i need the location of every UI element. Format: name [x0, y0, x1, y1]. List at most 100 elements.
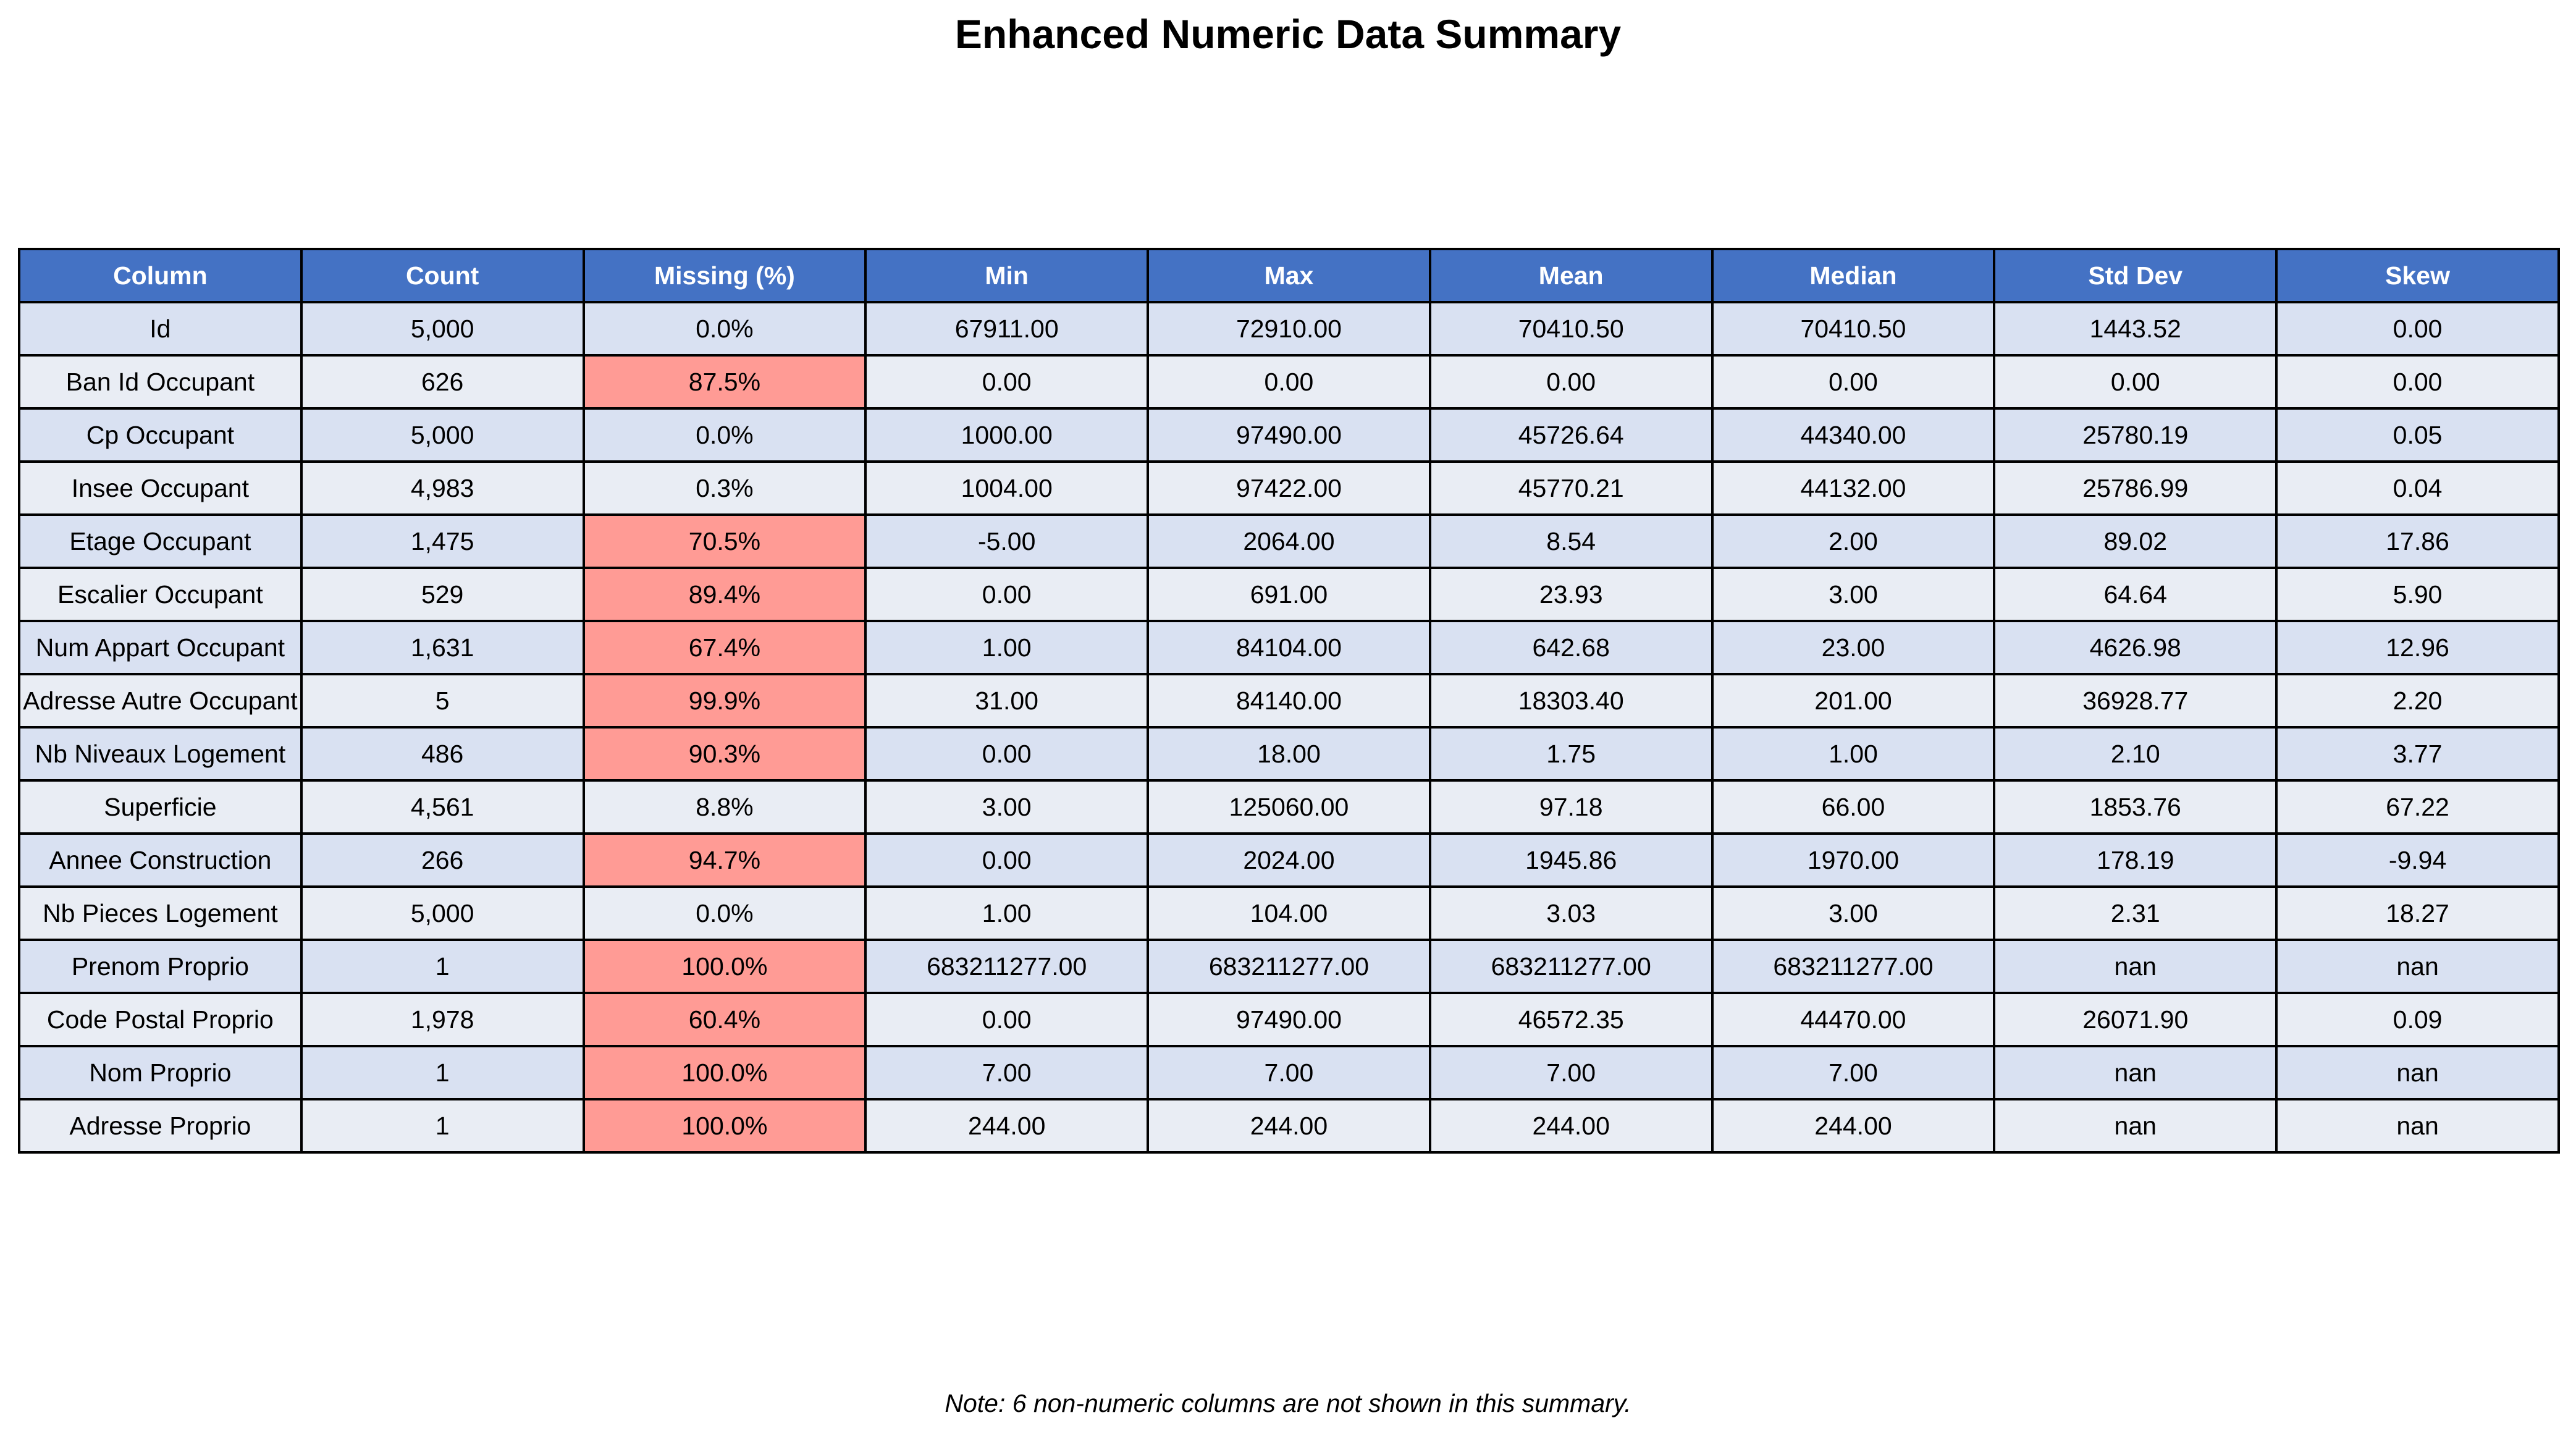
table-row: Annee Construction 266 94.7% 0.00 2024.00 194… [18, 832, 2560, 888]
column-header-median: Median [1711, 248, 1996, 303]
table-row: Prenom Proprio 1 100.0% 683211277.00 6832112… [18, 939, 2560, 994]
cell-missing: 100.0% [582, 939, 867, 994]
cell-mean: 7.00 [1428, 1045, 1714, 1100]
cell-skew: 0.00 [2275, 301, 2560, 357]
cell-min: 0.00 [864, 726, 1150, 782]
cell-min: 0.00 [864, 354, 1150, 410]
table-row: Cp Occupant 5,000 0.0% 1000.00 97490.00 45726… [18, 407, 2560, 463]
cell-median: 66.00 [1711, 779, 1996, 835]
cell-column: Nom Proprio [18, 1045, 303, 1100]
cell-std-dev: nan [1993, 939, 2278, 994]
cell-max: 7.00 [1147, 1045, 1431, 1100]
cell-median: 2.00 [1711, 513, 1996, 569]
summary-table: Column Count Missing (%) Min Max Mean Median St… [18, 248, 2560, 1154]
cell-std-dev: 89.02 [1993, 513, 2278, 569]
cell-max: 18.00 [1147, 726, 1431, 782]
cell-count: 5,000 [300, 301, 585, 357]
column-header-missing: Missing (%) [582, 248, 867, 303]
cell-min: 0.00 [864, 832, 1150, 888]
cell-min: 31.00 [864, 673, 1150, 729]
cell-missing: 89.4% [582, 567, 867, 622]
table-header-row: Column Count Missing (%) Min Max Mean Median St… [18, 248, 2560, 303]
table-row: Id 5,000 0.0% 67911.00 72910.00 70410.50 70410… [18, 301, 2560, 357]
cell-missing: 0.0% [582, 407, 867, 463]
cell-skew: 0.00 [2275, 354, 2560, 410]
cell-min: 0.00 [864, 567, 1150, 622]
cell-max: 0.00 [1147, 354, 1431, 410]
cell-count: 1 [300, 1098, 585, 1154]
cell-std-dev: nan [1993, 1045, 2278, 1100]
cell-missing: 0.0% [582, 301, 867, 357]
cell-mean: 0.00 [1428, 354, 1714, 410]
cell-mean: 97.18 [1428, 779, 1714, 835]
cell-max: 2024.00 [1147, 832, 1431, 888]
column-header-skew: Skew [2275, 248, 2560, 303]
cell-max: 244.00 [1147, 1098, 1431, 1154]
cell-max: 2064.00 [1147, 513, 1431, 569]
cell-count: 5 [300, 673, 585, 729]
table-row: Superficie 4,561 8.8% 3.00 125060.00 97.18 66.… [18, 779, 2560, 835]
cell-mean: 1.75 [1428, 726, 1714, 782]
chart-title: Enhanced Numeric Data Summary [954, 11, 1622, 57]
cell-column: Code Postal Proprio [18, 992, 303, 1047]
table-row: Escalier Occupant 529 89.4% 0.00 691.00 23.93… [18, 567, 2560, 622]
cell-missing: 8.8% [582, 779, 867, 835]
cell-std-dev: 1853.76 [1993, 779, 2278, 835]
cell-count: 5,000 [300, 885, 585, 941]
cell-skew: 3.77 [2275, 726, 2560, 782]
cell-count: 4,983 [300, 460, 585, 516]
cell-std-dev: nan [1993, 1098, 2278, 1154]
cell-std-dev: 2.10 [1993, 726, 2278, 782]
table-row: Adresse Autre Occupant 5 99.9% 31.00 84140.0… [18, 673, 2560, 729]
cell-median: 44470.00 [1711, 992, 1996, 1047]
cell-std-dev: 64.64 [1993, 567, 2278, 622]
cell-skew: 2.20 [2275, 673, 2560, 729]
cell-count: 266 [300, 832, 585, 888]
cell-column: Adresse Proprio [18, 1098, 303, 1154]
cell-column: Ban Id Occupant [18, 354, 303, 410]
cell-min: 1000.00 [864, 407, 1150, 463]
cell-mean: 70410.50 [1428, 301, 1714, 357]
table-row: Nom Proprio 1 100.0% 7.00 7.00 7.00 7.00 nan nan [18, 1045, 2560, 1100]
cell-min: -5.00 [864, 513, 1150, 569]
cell-mean: 642.68 [1428, 620, 1714, 675]
cell-count: 626 [300, 354, 585, 410]
cell-std-dev: 0.00 [1993, 354, 2278, 410]
cell-median: 7.00 [1711, 1045, 1996, 1100]
table-row: Nb Niveaux Logement 486 90.3% 0.00 18.00 1.75… [18, 726, 2560, 782]
cell-max: 84104.00 [1147, 620, 1431, 675]
cell-missing: 60.4% [582, 992, 867, 1047]
cell-skew: nan [2275, 1098, 2560, 1154]
cell-median: 3.00 [1711, 567, 1996, 622]
cell-max: 84140.00 [1147, 673, 1431, 729]
cell-count: 5,000 [300, 407, 585, 463]
cell-missing: 67.4% [582, 620, 867, 675]
column-header-mean: Mean [1428, 248, 1714, 303]
cell-skew: 67.22 [2275, 779, 2560, 835]
cell-median: 683211277.00 [1711, 939, 1996, 994]
cell-min: 67911.00 [864, 301, 1150, 357]
cell-max: 97490.00 [1147, 407, 1431, 463]
cell-median: 44132.00 [1711, 460, 1996, 516]
cell-count: 529 [300, 567, 585, 622]
cell-median: 23.00 [1711, 620, 1996, 675]
cell-missing: 70.5% [582, 513, 867, 569]
cell-missing: 94.7% [582, 832, 867, 888]
cell-skew: 5.90 [2275, 567, 2560, 622]
table-row: Insee Occupant 4,983 0.3% 1004.00 97422.00 45… [18, 460, 2560, 516]
cell-max: 104.00 [1147, 885, 1431, 941]
cell-mean: 46572.35 [1428, 992, 1714, 1047]
cell-max: 97422.00 [1147, 460, 1431, 516]
cell-mean: 45726.64 [1428, 407, 1714, 463]
cell-std-dev: 36928.77 [1993, 673, 2278, 729]
cell-column: Superficie [18, 779, 303, 835]
cell-std-dev: 2.31 [1993, 885, 2278, 941]
cell-std-dev: 25786.99 [1993, 460, 2278, 516]
table-row: Code Postal Proprio 1,978 60.4% 0.00 97490.0… [18, 992, 2560, 1047]
cell-missing: 99.9% [582, 673, 867, 729]
column-header-std-dev: Std Dev [1993, 248, 2278, 303]
cell-skew: 18.27 [2275, 885, 2560, 941]
table-row: Num Appart Occupant 1,631 67.4% 1.00 84104.0… [18, 620, 2560, 675]
cell-min: 3.00 [864, 779, 1150, 835]
cell-count: 1,475 [300, 513, 585, 569]
